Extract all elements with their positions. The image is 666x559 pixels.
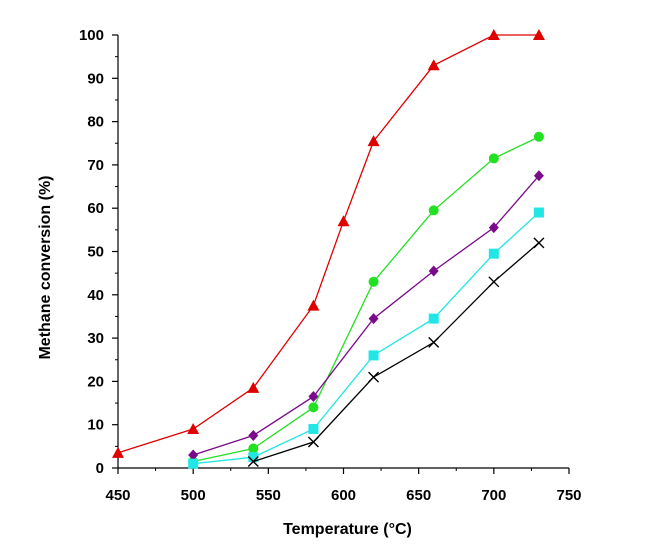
data-point-diamond [488,222,499,234]
axes: 0 10 20 30 40 50 60 70 80 90 100 450 500 550 600 650 700… [79,27,582,504]
data-point-triangle [427,59,440,71]
y-tick-label: 30 [87,330,104,347]
data-point-circle [488,153,499,164]
x-tick-label: 750 [556,487,581,504]
data-point-square [188,458,199,469]
data-point-x [428,336,440,348]
series-diamond [188,170,544,461]
y-tick-label: 100 [79,27,104,44]
data-point-square [368,350,379,361]
data-point-square [488,248,499,259]
data-point-circle [428,205,439,216]
series-triangle [112,29,545,458]
y-tick-label: 70 [87,157,104,174]
data-point-x [488,276,500,288]
data-point-diamond [188,449,199,461]
data-point-diamond [428,265,439,277]
x-tick-label: 450 [105,487,130,504]
series-x [247,237,545,467]
data-point-triangle [487,29,500,40]
series-line [193,212,540,465]
y-tick-label: 0 [96,460,104,477]
x-tick-label: 500 [181,487,206,504]
data-point-triangle [532,29,545,40]
series-line [253,242,540,463]
y-tick-label: 20 [87,373,104,390]
data-point-circle [533,131,544,142]
y-tick-label: 40 [87,287,104,304]
x-tick-label: 600 [331,487,356,504]
data-point-diamond [248,430,259,442]
x-axis-title: Temperature (°C) [283,521,412,538]
data-point-triangle [187,423,200,435]
data-point-circle [248,443,259,454]
data-point-diamond [308,391,319,403]
x-tick-label: 650 [406,487,431,504]
data-point-triangle [367,135,380,147]
data-point-square [248,452,259,463]
series-square [188,207,544,469]
data-point-square [308,424,319,435]
data-point-triangle [337,215,350,227]
data-point-square [533,207,544,218]
data-point-triangle [247,381,260,393]
y-axis-title: Methane conversion (%) [37,175,54,359]
data-point-circle [368,276,379,287]
y-tick-label: 60 [87,200,104,217]
y-tick-label: 50 [87,244,104,261]
data-point-circle [308,402,319,413]
data-point-square [428,313,439,324]
data-point-triangle [112,446,124,458]
data-point-triangle [307,299,320,311]
y-tick-label: 80 [87,114,104,131]
y-tick-label: 90 [87,70,104,87]
data-point-diamond [368,313,379,325]
data-point-diamond [533,170,544,182]
x-tick-label: 550 [256,487,281,504]
series-line [117,34,539,454]
data-point-x [368,371,380,383]
data-point-x [533,237,545,249]
series-circle [188,131,544,467]
y-tick-label: 10 [87,417,104,434]
data-point-x [247,456,259,467]
data-point-x [307,436,319,448]
series-line [192,175,540,456]
x-tick-label: 700 [481,487,506,504]
series-line [193,136,540,463]
series-layer [112,29,545,469]
